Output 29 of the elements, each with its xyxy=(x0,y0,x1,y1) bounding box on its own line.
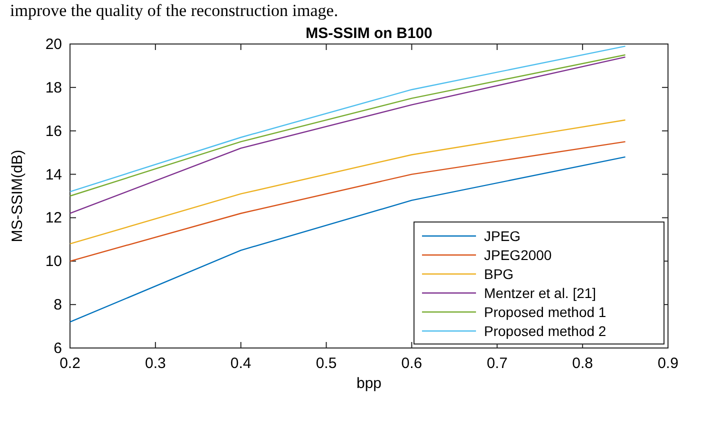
y-tick-label: 10 xyxy=(45,253,62,270)
x-tick-label: 0.6 xyxy=(401,355,422,372)
legend-label: Proposed method 1 xyxy=(484,304,606,320)
y-tick-label: 14 xyxy=(45,166,62,184)
x-tick-label: 0.4 xyxy=(230,355,252,372)
legend-label: Proposed method 2 xyxy=(484,323,606,339)
legend-label: BPG xyxy=(484,266,514,282)
x-axis-title: bpp xyxy=(356,375,382,392)
text: improve the quality of the reconstruction image. xyxy=(10,1,338,20)
legend-label: JPEG2000 xyxy=(484,247,552,263)
x-tick-label: 0.8 xyxy=(572,355,593,372)
line-series xyxy=(69,156,626,323)
legend-label: JPEG xyxy=(484,228,521,244)
chart-title: MS-SSIM on B100 xyxy=(306,25,432,42)
y-tick-label: 18 xyxy=(45,79,62,96)
x-tick-label: 0.3 xyxy=(145,355,166,372)
y-tick-label: 16 xyxy=(45,122,62,140)
legend-label: Mentzer et al. [21] xyxy=(484,285,596,301)
y-tick-label: 12 xyxy=(45,210,62,227)
y-tick-label: 6 xyxy=(54,340,62,357)
x-tick-label: 0.2 xyxy=(60,355,80,372)
y-axis-title: MS-SSIM(dB) xyxy=(9,150,26,242)
x-tick-label: 0.7 xyxy=(486,355,508,372)
line-series xyxy=(69,119,626,244)
y-tick-label: 20 xyxy=(45,36,62,53)
x-tick-label: 0.5 xyxy=(316,355,337,372)
y-tick-label: 8 xyxy=(54,296,62,314)
x-tick-label: 0.9 xyxy=(658,355,678,372)
line-series xyxy=(69,141,626,262)
